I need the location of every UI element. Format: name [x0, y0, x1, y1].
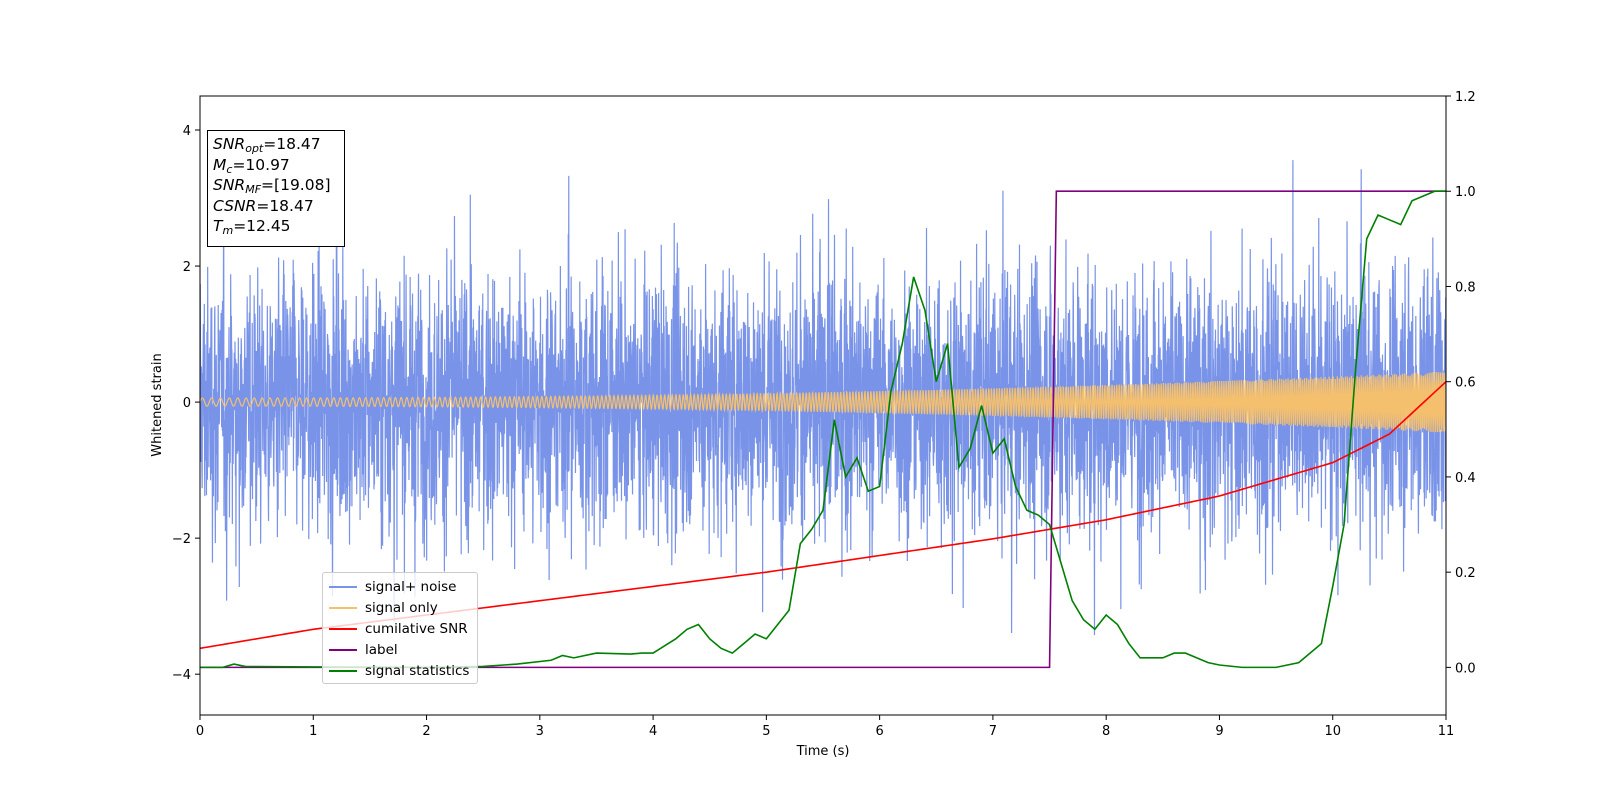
legend-swatch: [329, 627, 357, 630]
y-tick-label: 0: [183, 396, 191, 411]
legend-swatch: [329, 606, 357, 609]
y-tick-label: −2: [172, 532, 191, 547]
snr-info-box: SNRopt=18.47 Mc=10.97 SNRMF=[19.08] CSNR…: [207, 130, 345, 247]
legend-item: signal+ noise: [323, 576, 477, 597]
legend-item: signal statistics: [323, 660, 477, 681]
legend-label: label: [365, 641, 398, 658]
y-axis-left: 4 2 0 −2 −4: [172, 124, 200, 683]
legend-label: signal statistics: [365, 662, 470, 679]
y-tick-label: −4: [172, 668, 191, 683]
x-tick-label: 10: [1324, 724, 1341, 739]
y2-tick-label: 0.4: [1455, 471, 1476, 486]
legend-label: signal+ noise: [365, 578, 457, 595]
x-tick-label: 6: [875, 724, 883, 739]
y2-tick-label: 1.2: [1455, 90, 1476, 105]
y-axis-right: 1.2 1.0 0.8 0.6 0.4 0.2 0.0: [1446, 90, 1476, 676]
csnr-row: CSNR=18.47: [213, 196, 314, 215]
snr-mf-row: SNRMF=[19.08]: [213, 176, 331, 196]
x-tick-label: 1: [309, 724, 317, 739]
legend-swatch: [329, 585, 357, 588]
legend-swatch: [329, 669, 357, 672]
legend: signal+ noise signal only cumilative SNR…: [322, 572, 478, 684]
chirp-mass-row: Mc=10.97: [213, 155, 290, 176]
x-tick-label: 5: [762, 724, 770, 739]
x-tick-label: 2: [422, 724, 430, 739]
legend-item: signal only: [323, 597, 477, 618]
y2-tick-label: 0.0: [1455, 661, 1476, 676]
y2-tick-label: 0.6: [1455, 376, 1476, 391]
y2-tick-label: 0.2: [1455, 566, 1476, 581]
signal-noise-line: [200, 160, 1446, 636]
signal-statistics-line: [200, 190, 1446, 669]
legend-swatch: [329, 648, 357, 651]
legend-item: label: [323, 639, 477, 660]
plot-frame: [199, 95, 1447, 716]
signal-only-line: [200, 372, 1446, 433]
x-tick-label: 9: [1215, 724, 1223, 739]
x-tick-label: 8: [1102, 724, 1110, 739]
label-line: [200, 190, 1446, 669]
x-tick-label: 0: [196, 724, 204, 739]
x-tick-label: 7: [989, 724, 997, 739]
y2-tick-label: 0.8: [1455, 280, 1476, 295]
tm-row: Tm=12.45: [213, 217, 291, 237]
y-axis-title: Whitened strain: [150, 353, 165, 456]
y-tick-label: 4: [183, 124, 191, 139]
y2-tick-label: 1.0: [1455, 185, 1476, 200]
x-tick-label: 11: [1438, 724, 1455, 739]
x-axis: 0 1 2 3 4 5 6 7 8 9 10 11: [196, 715, 1454, 739]
x-tick-label: 3: [536, 724, 544, 739]
legend-item: cumilative SNR: [323, 618, 477, 639]
x-axis-title: Time (s): [796, 744, 850, 759]
snr-opt-row: SNRopt=18.47: [213, 135, 321, 155]
legend-label: signal only: [365, 599, 438, 616]
x-tick-label: 4: [649, 724, 657, 739]
y-tick-label: 2: [183, 260, 191, 275]
legend-label: cumilative SNR: [365, 620, 468, 637]
